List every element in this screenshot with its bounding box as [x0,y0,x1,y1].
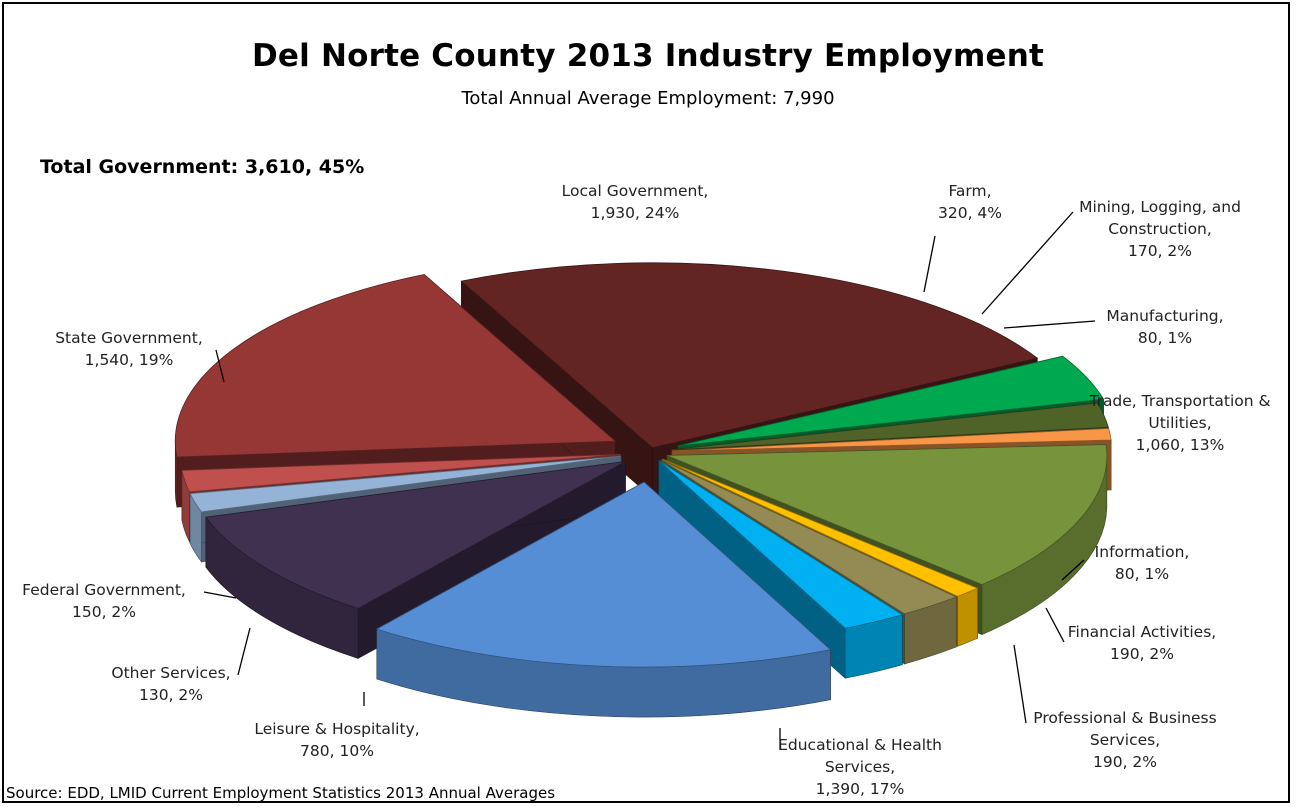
data-label-financial-activities: Financial Activities, 190, 2% [1068,623,1216,663]
data-label-other-services: Other Services, 130, 2% [111,664,230,704]
data-label-leisure-hospitality: Leisure & Hospitality, 780, 10% [254,720,419,760]
data-label-line: Professional & Business [1033,709,1216,727]
data-label-line: 190, 2% [1110,645,1174,663]
chart-title: Del Norte County 2013 Industry Employmen… [251,38,1045,74]
leader-line-mining-logging-and-construction [981,211,1074,315]
slice-top-face [205,461,626,609]
slice-top-face [189,455,622,513]
slice-top-face [666,444,1108,586]
data-label-mining-logging-and-construction: Mining, Logging, and Construction, 170, 2% [1079,198,1241,260]
slice-top-face [174,274,617,458]
slice-educational-health-services [375,481,832,718]
data-label-line: 80, 1% [1115,565,1169,583]
data-label-state-government: State Government, 1,540, 19% [55,329,203,369]
data-label-line: Construction, [1108,220,1212,238]
data-label-line: Services, [825,758,895,776]
data-label-federal-government: Federal Government, 150, 2% [22,581,186,621]
data-label-line: 1,540, 19% [85,351,174,369]
data-label-line: Trade, Transportation & [1088,392,1270,410]
slice-top-face [375,481,832,668]
chart-subtitle: Total Annual Average Employment: 7,990 [461,88,835,109]
data-label-line: 320, 4% [938,204,1002,222]
data-label-professional-business-services: Professional & Business Services, 190, 2% [1033,709,1216,771]
slice-top-face [660,459,958,615]
slice-top-face [677,355,1105,447]
slice-top-face [181,453,621,493]
data-label-line: 80, 1% [1138,329,1192,347]
slice-top-face [658,460,904,629]
data-label-farm: Farm, 320, 4% [938,182,1002,222]
data-label-line: Mining, Logging, and [1079,198,1241,216]
data-label-line: Utilities, [1148,414,1211,432]
leader-line-other-services [237,627,251,676]
data-label-information: Information, 80, 1% [1095,543,1190,583]
data-label-manufacturing: Manufacturing, 80, 1% [1106,307,1223,347]
data-label-line: 780, 10% [300,742,374,760]
slice-top-face [460,262,1039,449]
data-label-line: 1,930, 24% [591,204,680,222]
slice-top-face [662,458,979,597]
data-label-line: Services, [1090,731,1160,749]
leader-line-manufacturing [1003,320,1096,329]
leader-line-state-government [215,349,225,383]
data-label-local-government: Local Government, 1,930, 24% [562,182,709,222]
data-label-line: 190, 2% [1093,753,1157,771]
data-label-line: State Government, [55,329,203,347]
data-label-educational-health-services: Educational & Health Services, 1,390, 17% [778,736,942,798]
leader-line-information [1061,559,1085,581]
leader-line-professional-business-services [1013,644,1027,724]
leader-line-federal-government [203,591,237,599]
data-label-line: Farm, [948,182,991,200]
leader-line-farm [923,235,936,293]
slice-outer-wall [957,587,978,647]
leader-line-financial-activities [1045,607,1065,643]
total-government-label: Total Government: 3,610, 45% [40,156,365,178]
data-label-line: Financial Activities, [1068,623,1216,641]
data-label-line: 150, 2% [72,603,136,621]
data-label-line: 130, 2% [139,686,203,704]
slice-top-face [671,402,1109,451]
data-label-line: 1,390, 17% [816,780,905,798]
data-label-line: Local Government, [562,182,709,200]
data-label-line: Educational & Health [778,736,942,754]
slice-leisure-hospitality [205,460,626,659]
data-label-line: Other Services, [111,664,230,682]
data-label-trade-transportation-utilities: Trade, Transportation & Utilities, 1,060, … [1088,392,1270,454]
data-label-line: 1,060, 13% [1136,436,1225,454]
source-note: Source: EDD, LMID Current Employment Sta… [6,784,556,802]
data-label-line: Federal Government, [22,581,186,599]
data-label-line: Information, [1095,543,1190,561]
data-label-line: 170, 2% [1128,242,1192,260]
data-label-line: Manufacturing, [1106,307,1223,325]
slice-top-face [671,428,1112,452]
data-label-line: Leisure & Hospitality, [254,720,419,738]
